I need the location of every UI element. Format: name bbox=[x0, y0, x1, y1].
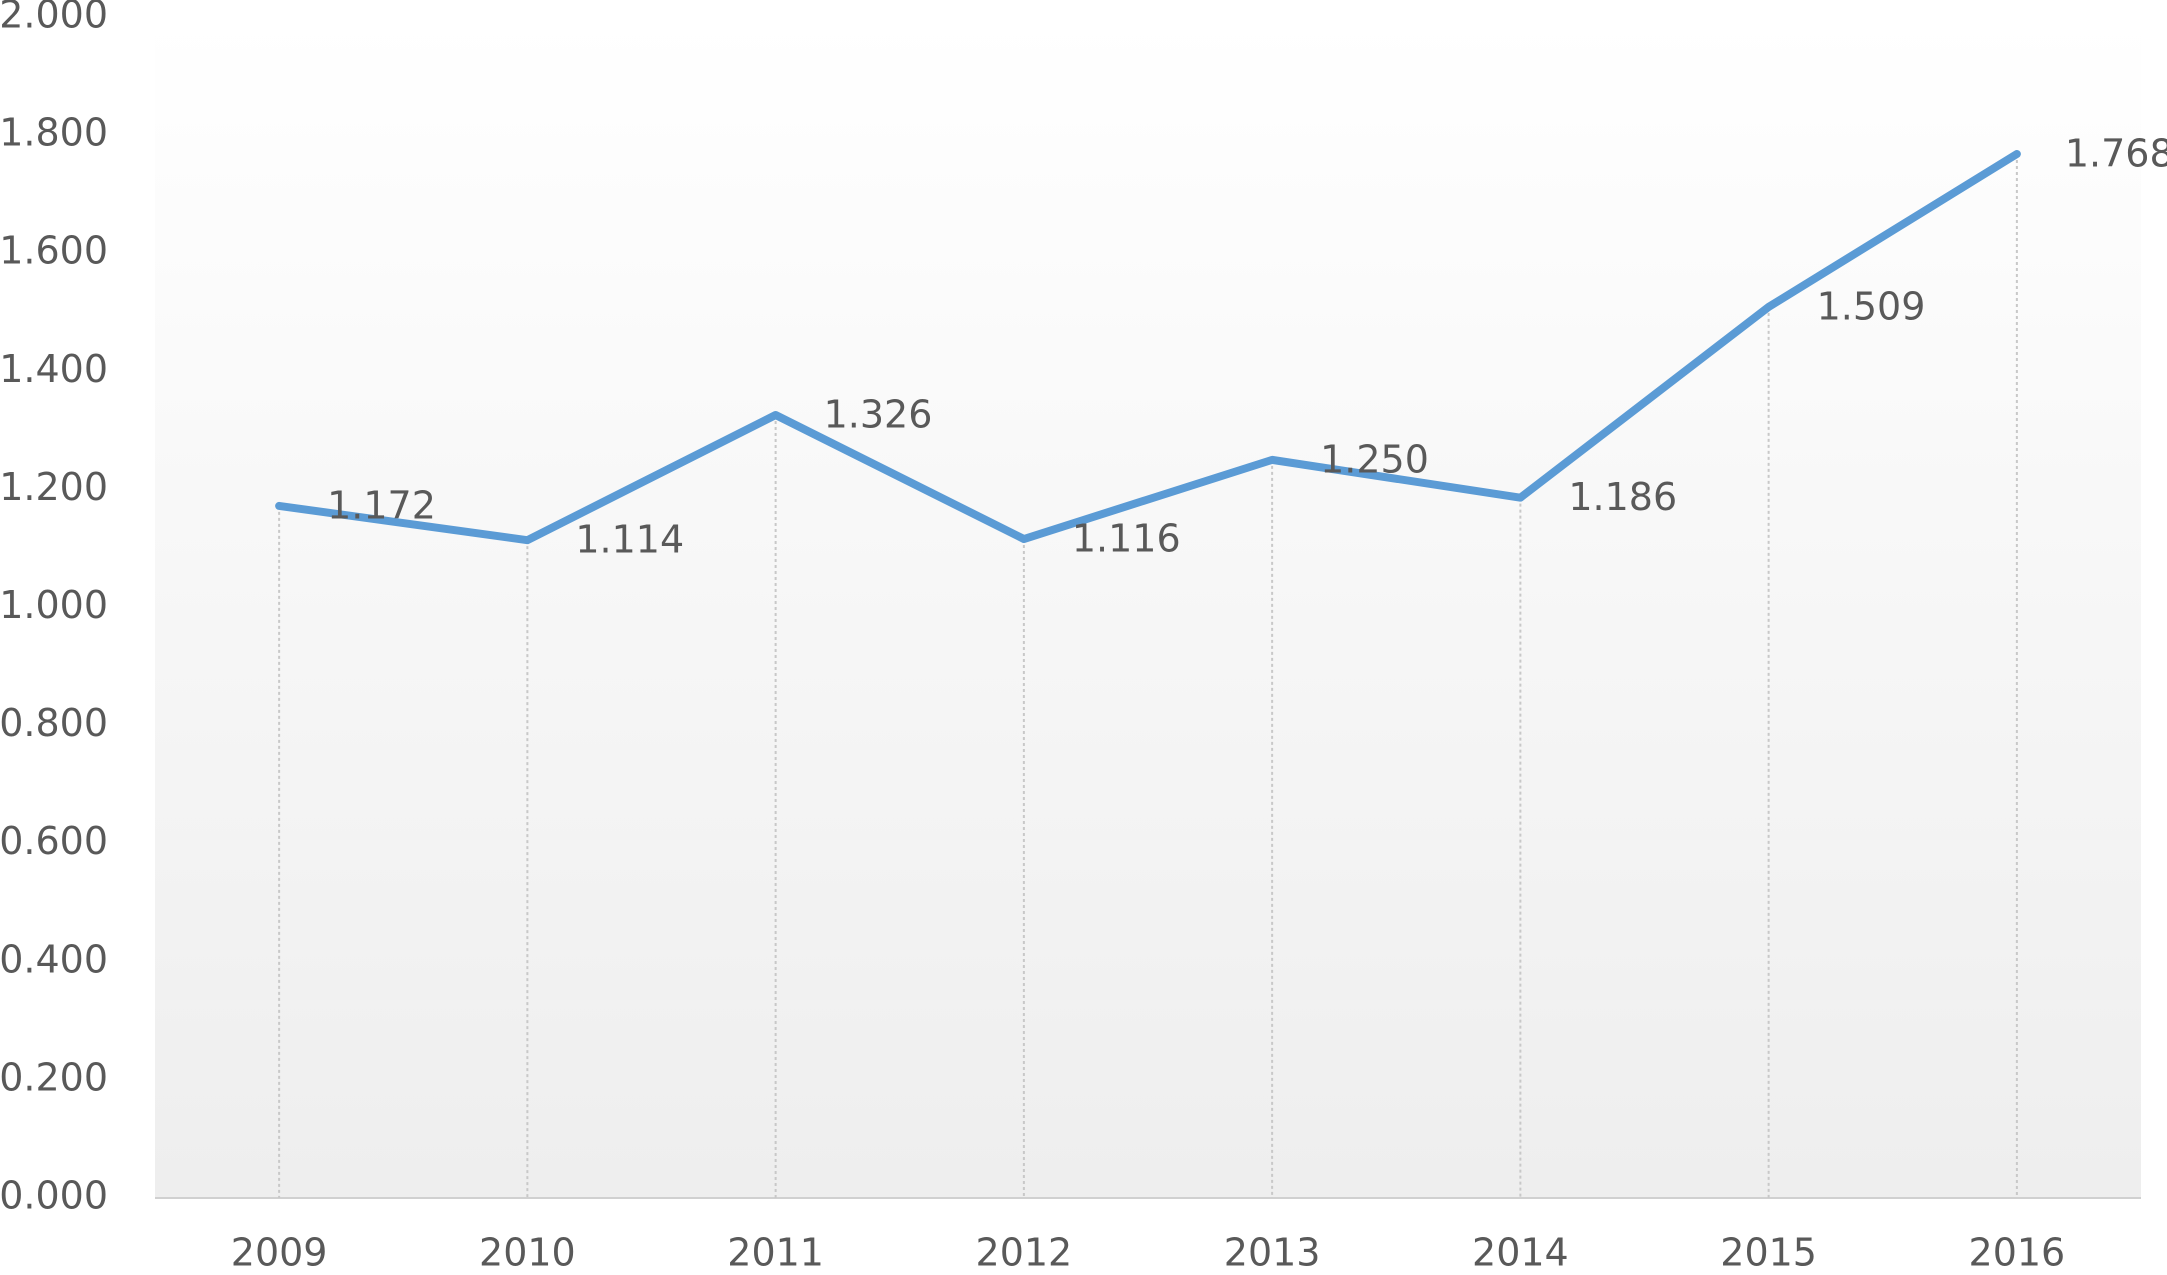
data-line bbox=[275, 149, 2021, 545]
data-label: 1.172 bbox=[327, 483, 436, 527]
data-label: 1.116 bbox=[1072, 517, 1181, 561]
data-label: 1.509 bbox=[1817, 284, 1926, 328]
x-tick-label: 2014 bbox=[1472, 1231, 1569, 1275]
plot-area bbox=[155, 17, 2141, 1198]
y-tick-label: 0.800 bbox=[0, 701, 108, 745]
data-label: 1.326 bbox=[824, 392, 933, 436]
x-tick-label: 2010 bbox=[479, 1231, 576, 1275]
y-tick-label: 0.400 bbox=[0, 937, 108, 981]
data-label: 1.250 bbox=[1320, 437, 1429, 481]
y-tick-label: 1.000 bbox=[0, 583, 108, 627]
y-tick-label: 1.600 bbox=[0, 229, 108, 273]
y-tick-label: 1.400 bbox=[0, 347, 108, 391]
y-tick-label: 0.600 bbox=[0, 819, 108, 863]
data-label: 1.114 bbox=[575, 518, 684, 562]
y-tick-label: 0.200 bbox=[0, 1055, 108, 1099]
y-tick-label: 2.000 bbox=[0, 0, 108, 37]
x-tick-label: 2015 bbox=[1720, 1231, 1817, 1275]
data-label: 1.186 bbox=[1568, 475, 1677, 519]
x-tick-label: 2012 bbox=[976, 1231, 1073, 1275]
y-tick-label: 0.000 bbox=[0, 1174, 108, 1218]
x-tick-label: 2013 bbox=[1224, 1231, 1321, 1275]
x-tick-label: 2011 bbox=[727, 1231, 824, 1275]
x-tick-label: 2016 bbox=[1969, 1231, 2066, 1275]
y-tick-label: 1.200 bbox=[0, 465, 108, 509]
data-label: 1.768 bbox=[2065, 131, 2167, 175]
y-tick-label: 1.800 bbox=[0, 111, 108, 155]
x-tick-label: 2009 bbox=[231, 1231, 328, 1275]
